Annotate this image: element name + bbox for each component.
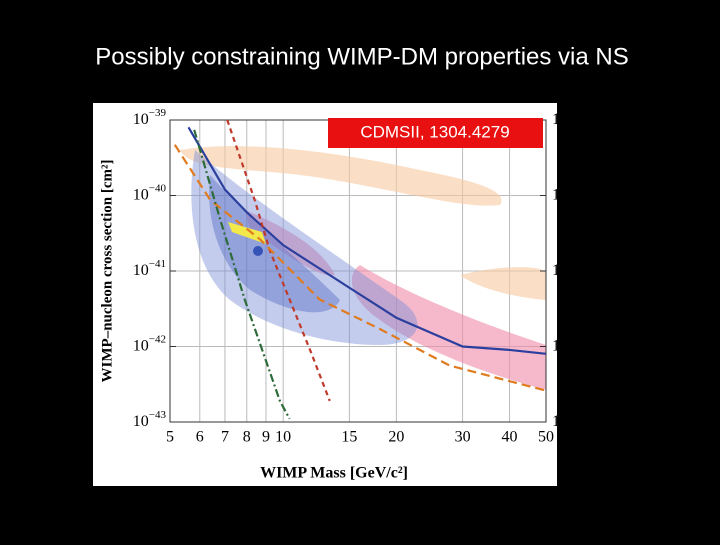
- tick-base: 10: [552, 186, 568, 203]
- region: [245, 210, 335, 276]
- y-tick-label: 10−39: [133, 107, 167, 128]
- series-line: [193, 129, 291, 420]
- y-tick-label: 10−6: [552, 333, 580, 354]
- x-tick-label: 6: [196, 429, 204, 446]
- tick-exponent: −39: [149, 107, 167, 119]
- x-tick-label: 7: [221, 429, 229, 446]
- tick-base: 10: [133, 262, 149, 279]
- series-line: [226, 119, 331, 402]
- x-tick-label: 20: [388, 429, 404, 446]
- tick-exponent: −4: [568, 182, 580, 194]
- tick-exponent: −43: [149, 409, 167, 421]
- tick-exponent: −5: [568, 258, 580, 270]
- y-tick-label: 10−3: [552, 107, 580, 128]
- x-tick-label: 9: [262, 429, 270, 446]
- x-tick-label: 40: [502, 429, 518, 446]
- tick-base: 10: [552, 337, 568, 354]
- x-tick-label: 30: [455, 429, 471, 446]
- y-tick-label: 10−41: [133, 258, 166, 279]
- x-tick-label: 50: [538, 429, 554, 446]
- tick-exponent: −6: [568, 333, 580, 345]
- series-line: [187, 126, 547, 355]
- tick-base: 10: [552, 111, 568, 128]
- x-tick-label: 10: [275, 429, 291, 446]
- y-tick-label: 10−5: [552, 258, 580, 279]
- y-axis-label: WIMP–nucleon cross section [cm²]: [99, 160, 115, 383]
- tick-base: 10: [552, 413, 568, 430]
- tick-exponent: −41: [149, 258, 166, 270]
- tick-base: 10: [133, 111, 149, 128]
- annotation-box: [328, 118, 543, 148]
- tick-exponent: −7: [568, 409, 580, 421]
- x-tick-label: 8: [243, 429, 251, 446]
- y-tick-label: 10−7: [552, 409, 580, 430]
- tick-base: 10: [133, 186, 149, 203]
- x-axis-label: WIMP Mass [GeV/c²]: [260, 465, 408, 482]
- slide-title: Possibly constraining WIMP-DM properties…: [95, 43, 629, 70]
- region: [228, 222, 266, 244]
- y-tick-label: 10−4: [552, 182, 580, 203]
- region: [180, 146, 502, 206]
- tick-base: 10: [133, 337, 149, 354]
- tick-base: 10: [133, 413, 149, 430]
- x-tick-label: 5: [166, 429, 174, 446]
- region: [351, 265, 546, 390]
- annotation: CDMSII, 1304.4279: [360, 122, 509, 141]
- tick-exponent: −3: [568, 107, 580, 119]
- series-line: [173, 144, 547, 392]
- region: [460, 267, 546, 300]
- x-tick-label: 15: [341, 429, 357, 446]
- y-tick-label: 10−42: [133, 333, 166, 354]
- tick-base: 10: [552, 262, 568, 279]
- tick-exponent: −40: [149, 182, 167, 194]
- tick-exponent: −42: [149, 333, 166, 345]
- y-tick-label: 10−40: [133, 182, 167, 203]
- region: [209, 175, 340, 313]
- y-tick-label: 10−43: [133, 409, 167, 430]
- best-fit-point: [253, 246, 263, 256]
- y2-axis-label: WIMP–nucleon cross section [pb]: [591, 163, 607, 379]
